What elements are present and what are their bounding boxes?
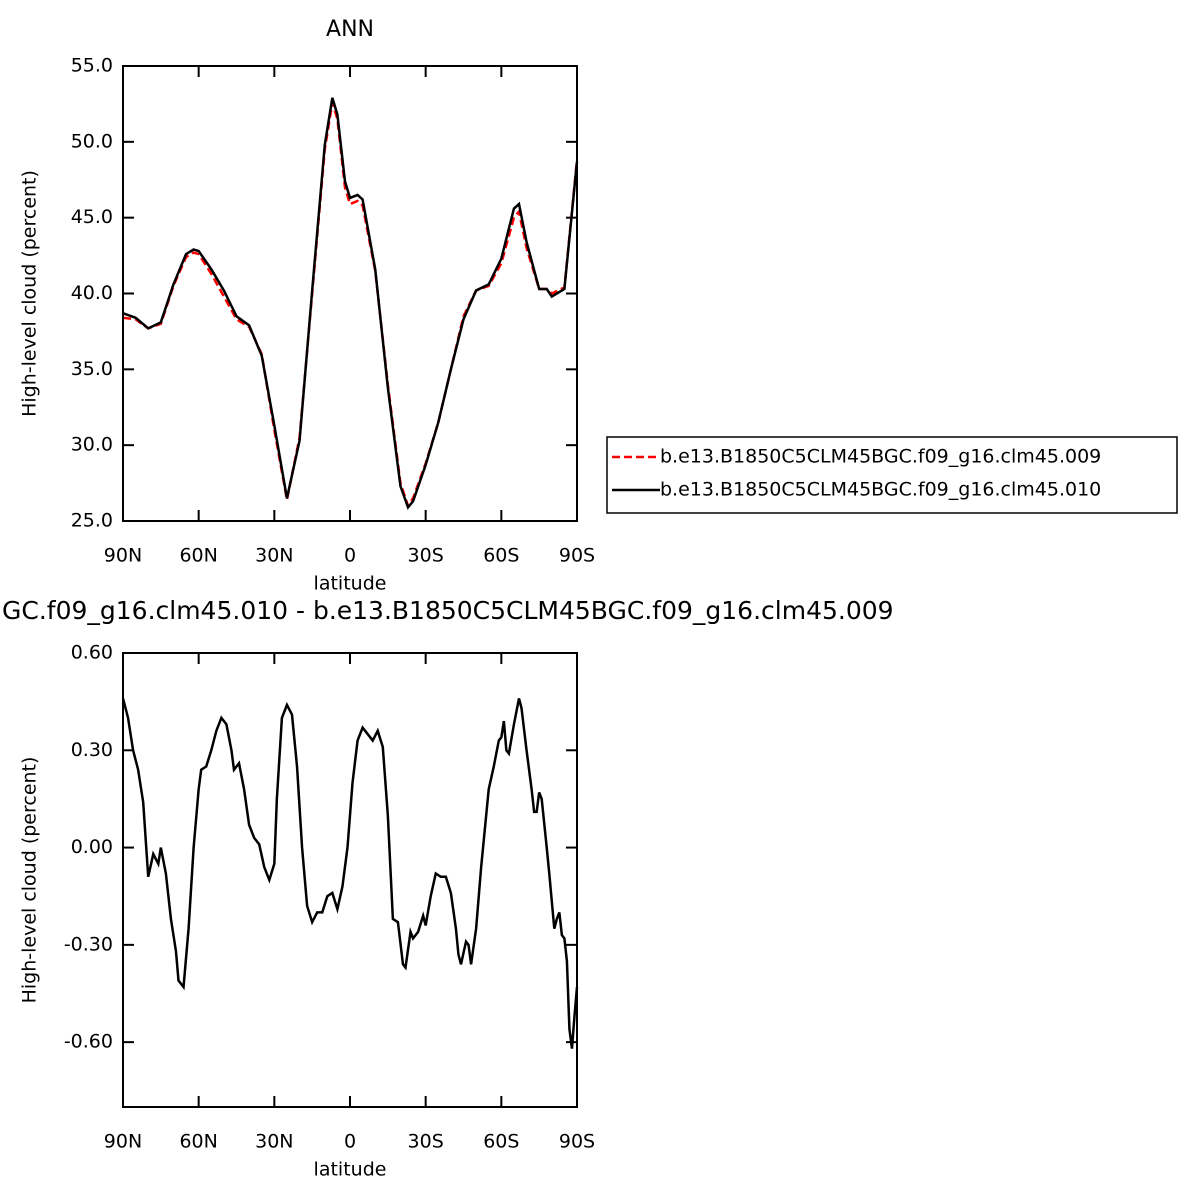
x-tick-label: 60N — [179, 545, 217, 567]
x-tick-label: 30S — [408, 545, 444, 567]
x-tick-label: 90S — [559, 545, 595, 567]
plot-frame — [122, 65, 578, 522]
y-axis-label: High-level cloud (percent) — [19, 757, 41, 1004]
x-axis-label: latitude — [314, 1159, 387, 1181]
data-line — [122, 102, 579, 509]
x-tick-label: 60S — [483, 1131, 519, 1153]
y-axis-label: High-level cloud (percent) — [19, 170, 41, 417]
y-tick-label: 25.0 — [71, 510, 113, 532]
y-tick-label: 40.0 — [71, 282, 113, 304]
x-tick-label: 30N — [255, 545, 293, 567]
x-tick-label: 30S — [408, 1131, 444, 1153]
x-tick-label: 90S — [559, 1131, 595, 1153]
y-tick-label: 50.0 — [71, 130, 113, 152]
y-tick-label: 0.60 — [71, 642, 113, 664]
chart-title: ANN — [326, 17, 374, 42]
x-tick-label: 30N — [255, 1131, 293, 1153]
x-tick-label: 90N — [104, 1131, 142, 1153]
data-line — [121, 698, 579, 1049]
x-axis-label: latitude — [314, 573, 387, 595]
x-tick-label: 0 — [344, 1131, 356, 1153]
y-tick-label: 0.30 — [71, 739, 113, 761]
x-tick-label: 60N — [179, 1131, 217, 1153]
chart-title: GC.f09_g16.clm45.010 - b.e13.B1850C5CLM4… — [2, 596, 894, 625]
y-tick-label: 35.0 — [71, 358, 113, 380]
x-tick-label: 0 — [344, 545, 356, 567]
plot-frame — [122, 652, 578, 1108]
x-tick-label: 90N — [104, 545, 142, 567]
y-tick-label: 0.00 — [71, 836, 113, 858]
y-tick-label: -0.60 — [64, 1031, 113, 1053]
y-tick-label: -0.30 — [64, 933, 113, 955]
x-tick-label: 60S — [483, 545, 519, 567]
legend-box — [606, 436, 1178, 514]
y-tick-label: 30.0 — [71, 434, 113, 456]
legend-label: b.e13.B1850C5CLM45BGC.f09_g16.clm45.010 — [660, 479, 1101, 501]
y-tick-label: 45.0 — [71, 206, 113, 228]
data-line — [122, 97, 579, 510]
legend-label: b.e13.B1850C5CLM45BGC.f09_g16.clm45.009 — [660, 446, 1101, 468]
y-tick-label: 55.0 — [71, 55, 113, 77]
